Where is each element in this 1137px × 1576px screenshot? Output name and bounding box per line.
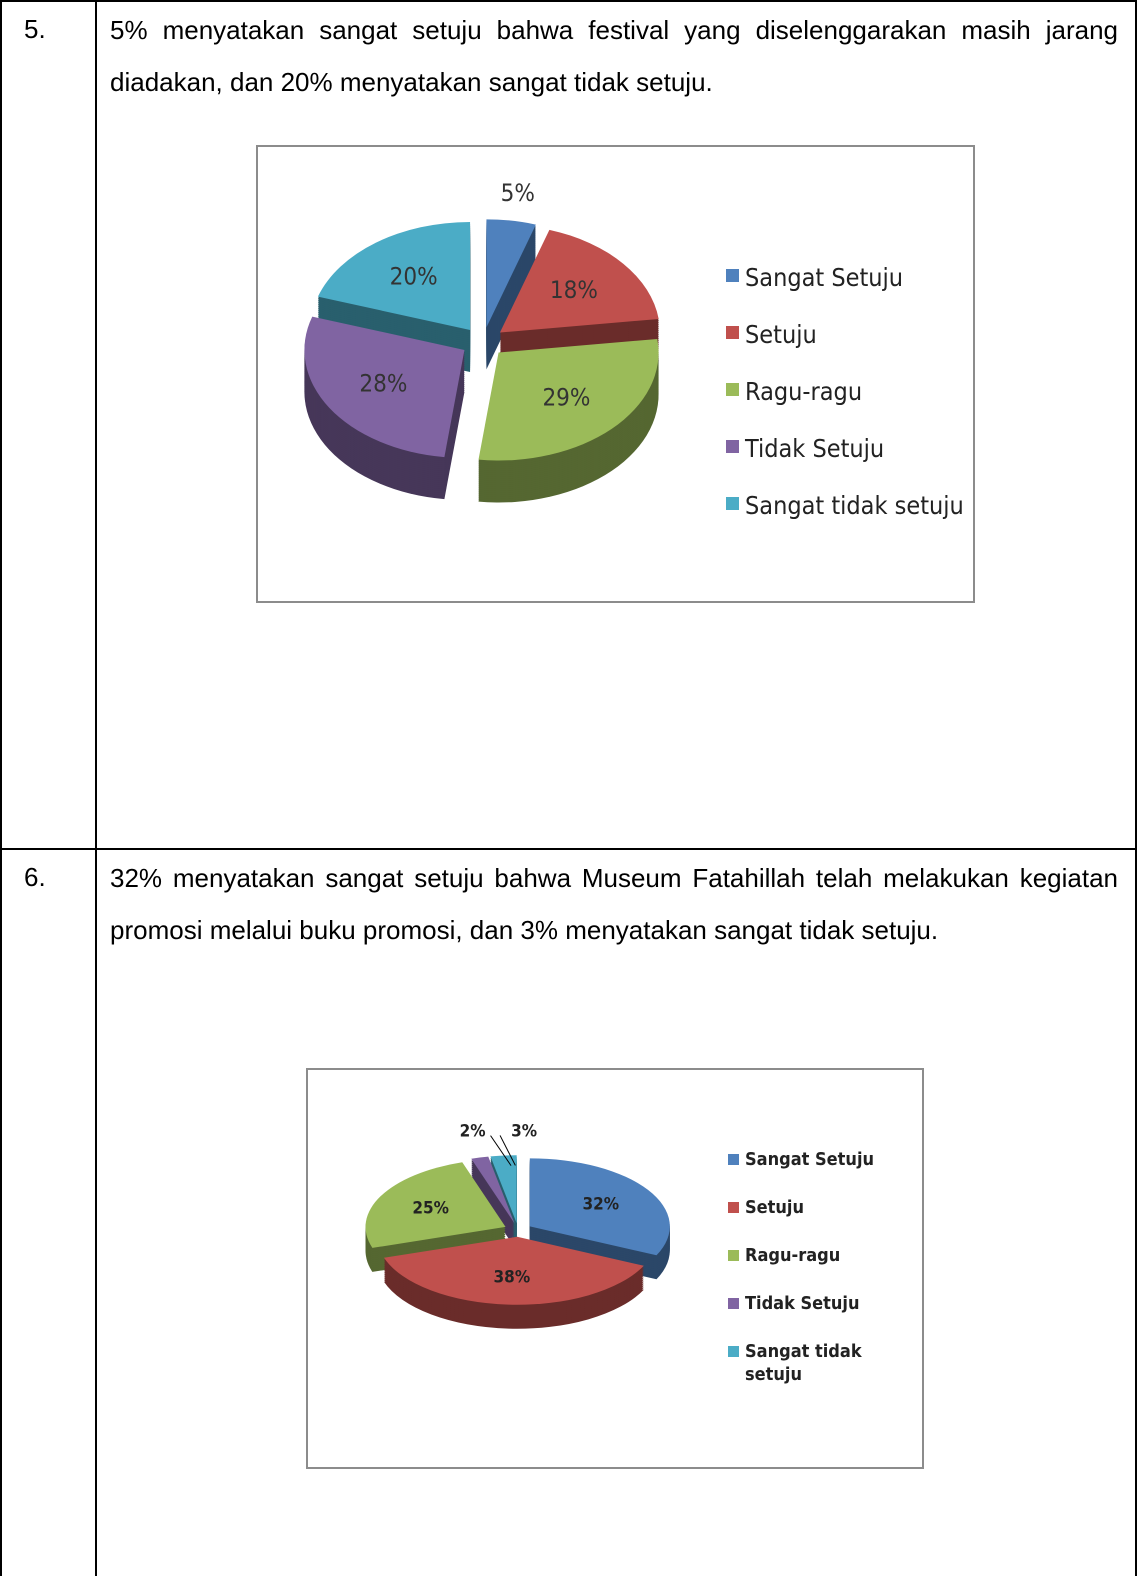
value-label: 38% [494, 1268, 531, 1288]
slice-side [486, 221, 536, 370]
row-number: 5. [0, 2, 97, 850]
value-label: 3% [511, 1121, 537, 1141]
legend-swatch [726, 440, 739, 453]
slice [471, 1156, 515, 1224]
legend-label: Ragu-ragu [745, 1245, 841, 1266]
chart-box: 32% 38% 25% 2% 3% Sangat Setuju Setuju Ragu-rag… [306, 1068, 924, 1469]
chart-box: 5% 18% 29% 28% 20% Sangat Setuju Setuju Ragu-ra… [256, 145, 975, 603]
cell-border [1135, 850, 1137, 1576]
leader-line [490, 1135, 512, 1166]
legend-swatch [726, 326, 739, 339]
legend-item: Sangat tidak setuju [728, 1340, 878, 1387]
legend-label: Sangat tidak setuju [745, 491, 964, 520]
slice-side-layer [471, 1160, 515, 1228]
row-number: 6. [0, 850, 97, 1576]
slice-side-layer [471, 1168, 515, 1236]
slice-side-layer [471, 1172, 515, 1240]
legend-item: Setuju [726, 319, 966, 352]
legend-swatch [728, 1346, 739, 1357]
slice [317, 221, 471, 330]
slice-side-layer [471, 1162, 515, 1230]
legend-label: Setuju [745, 320, 817, 349]
value-label: 29% [542, 383, 590, 411]
legend-item: Sangat Setuju [726, 262, 966, 295]
legend-item: Sangat tidak setuju [726, 490, 966, 523]
legend-swatch [726, 269, 739, 282]
legend-label: Sangat Setuju [745, 1149, 875, 1170]
value-label: 5% [501, 179, 535, 207]
value-label: 32% [582, 1194, 619, 1214]
cell-border [1135, 2, 1137, 850]
legend-label: Sangat tidak setuju [745, 1341, 862, 1386]
pie-chart: 5% 18% 29% 28% 20% [304, 179, 659, 503]
value-label: 2% [460, 1122, 486, 1142]
legend-item: Ragu-ragu [728, 1244, 878, 1267]
slice-side-layer [471, 1158, 515, 1226]
slice [383, 1236, 644, 1305]
legend-swatch [728, 1154, 739, 1165]
legend-swatch [728, 1298, 739, 1309]
slice [490, 1155, 517, 1224]
slice [365, 1162, 506, 1248]
legend-label: Sangat Setuju [745, 263, 904, 292]
legend-swatch [728, 1250, 739, 1261]
legend-label: Tidak Setuju [745, 434, 885, 463]
legend-item: Ragu-ragu [726, 376, 966, 409]
legend-swatch [726, 383, 739, 396]
row-text: 32% menyatakan sangat setuju bahwa Museu… [110, 863, 1118, 945]
slice-side-layer [471, 1164, 515, 1232]
slice-side-layer [471, 1170, 515, 1238]
value-label: 18% [550, 276, 598, 304]
legend-label: Ragu-ragu [745, 377, 863, 406]
legend-swatch [728, 1202, 739, 1213]
leader-line [499, 1135, 516, 1166]
slice [478, 338, 659, 461]
slice [499, 229, 659, 333]
row-text: 5% menyatakan sangat setuju bahwa festiv… [110, 15, 1118, 97]
legend-item: Tidak Setuju [726, 433, 966, 466]
slice [486, 219, 536, 328]
legend-label: Tidak Setuju [745, 1293, 860, 1314]
value-label: 25% [412, 1198, 449, 1218]
legend-label: Setuju [745, 1197, 805, 1218]
slice-side-layer [471, 1166, 515, 1234]
legend-swatch [726, 497, 739, 510]
value-label: 28% [359, 370, 407, 398]
table-row: 5. 5% menyatakan sangat setuju bahwa fes… [0, 0, 1137, 850]
pie-chart: 32% 38% 25% 2% 3% [365, 1121, 670, 1329]
legend-item: Tidak Setuju [728, 1292, 878, 1315]
slice [529, 1158, 670, 1256]
slice [304, 316, 465, 458]
table-row: 6. 32% menyatakan sangat setuju bahwa Mu… [0, 848, 1137, 1576]
legend-item: Setuju [728, 1196, 878, 1219]
legend-item: Sangat Setuju [728, 1148, 878, 1171]
value-label: 20% [390, 263, 438, 291]
